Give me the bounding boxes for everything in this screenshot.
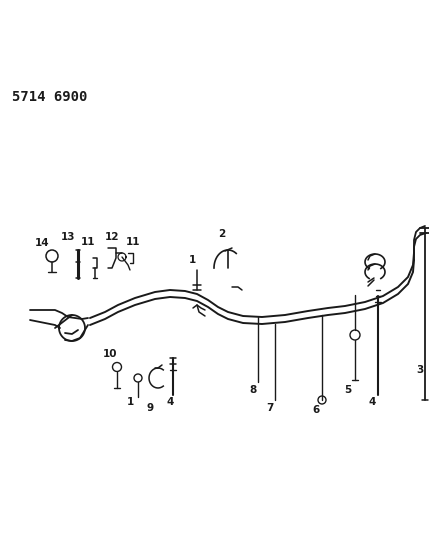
Text: 12: 12 <box>105 232 119 242</box>
Text: 11: 11 <box>126 237 140 247</box>
Text: 1: 1 <box>127 397 133 407</box>
Text: 14: 14 <box>35 238 49 248</box>
Text: 4: 4 <box>166 397 174 407</box>
Text: 5714 6900: 5714 6900 <box>12 90 88 104</box>
Text: 4: 4 <box>369 397 376 407</box>
Text: 2: 2 <box>218 229 226 239</box>
Text: 7: 7 <box>266 403 274 413</box>
Text: 3: 3 <box>417 365 423 375</box>
Text: 13: 13 <box>61 232 75 242</box>
Text: 9: 9 <box>146 403 154 413</box>
Text: 8: 8 <box>249 385 257 395</box>
Text: 5: 5 <box>344 385 352 395</box>
Text: 10: 10 <box>103 349 117 359</box>
Text: 1: 1 <box>188 255 196 265</box>
Text: 11: 11 <box>81 237 95 247</box>
Text: 6: 6 <box>312 405 320 415</box>
